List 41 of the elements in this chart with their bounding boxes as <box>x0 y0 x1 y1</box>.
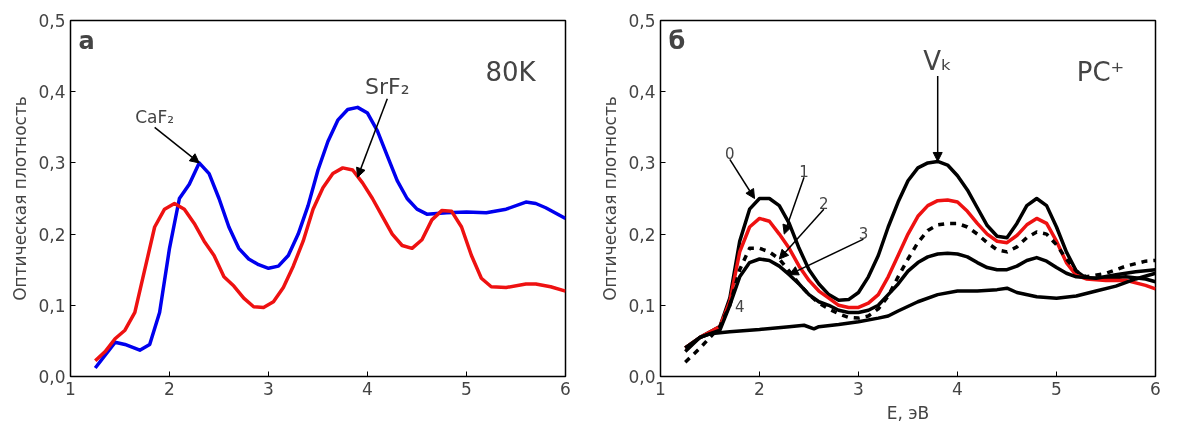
x-tick-label: 2 <box>754 378 765 399</box>
x-axis-title: E, эВ <box>886 402 930 423</box>
y-tick-label: 0,4 <box>628 82 656 103</box>
y-tick-label: 0,2 <box>38 224 66 245</box>
annotation: 1 <box>799 163 809 182</box>
annotation: SrF₂ <box>365 73 410 99</box>
line-series <box>93 166 566 363</box>
y-axis-title: Оптическая плотность <box>600 96 621 301</box>
y-tick-label: 0,0 <box>38 367 66 387</box>
x-tick-label: 4 <box>952 378 963 399</box>
line-series <box>93 105 566 370</box>
annotation: 2 <box>819 195 829 214</box>
x-tick-label: 2 <box>164 378 175 399</box>
annotation: 3 <box>858 225 869 244</box>
annotation: Vₖ <box>923 46 953 77</box>
y-tick-label: 0,0 <box>628 367 656 387</box>
y-tick-label: 0,1 <box>38 295 66 316</box>
x-tick-label: 6 <box>1150 378 1161 399</box>
y-tick-label: 0,2 <box>628 224 656 245</box>
annotation: б <box>668 26 686 55</box>
x-tick-label: 3 <box>853 378 864 399</box>
y-tick-label: 0,1 <box>628 295 656 316</box>
x-tick-label: 6 <box>560 378 571 399</box>
annotation: а <box>78 26 95 55</box>
annotation: PC⁺ <box>1076 56 1125 87</box>
annotation: 0 <box>725 145 735 164</box>
annotation: 80K <box>485 56 537 87</box>
y-tick-label: 0,3 <box>38 153 66 174</box>
annotation: CaF₂ <box>135 107 175 128</box>
x-tick-label: 3 <box>263 378 274 399</box>
annotation: 4 <box>734 297 745 316</box>
x-tick-label: 4 <box>362 378 373 399</box>
x-tick-label: 5 <box>1051 378 1062 399</box>
x-tick-label: 1 <box>655 378 666 399</box>
y-tick-label: 0,4 <box>38 82 66 103</box>
y-tick-label: 0,3 <box>628 153 656 174</box>
x-tick-label: 5 <box>461 378 472 399</box>
x-tick-label: 1 <box>65 378 76 399</box>
y-axis-title: Оптическая плотность <box>10 96 31 301</box>
y-tick-label: 0,5 <box>628 11 656 31</box>
y-tick-label: 0,5 <box>38 11 66 31</box>
